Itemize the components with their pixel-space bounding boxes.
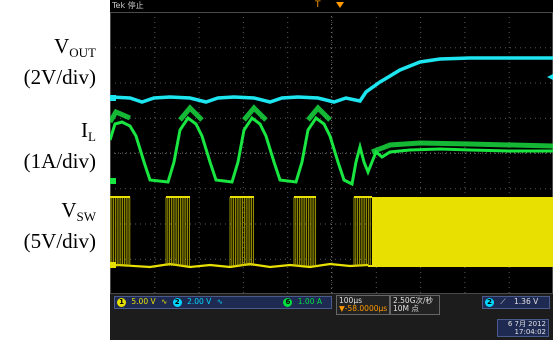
oscilloscope-screen: Tek 停止 T 1 5.00 V ∿ 2 (110, 0, 553, 340)
status-bar: Tek 停止 T (110, 0, 553, 12)
vout-label: VOUT (2V/div) (23, 34, 96, 89)
date: 6 7月 2012 (507, 320, 546, 328)
ch6-ground-marker (110, 178, 116, 184)
trigger-time-marker: T (315, 0, 321, 10)
ch6-scale: 1.00 A (297, 297, 322, 306)
time: 17:04:02 (514, 328, 546, 336)
il-ripple-band (110, 104, 553, 155)
trigger-delay: ▼-58.0000μs (339, 304, 388, 313)
vsw-label: VSW (5V/div) (23, 198, 96, 253)
vsw-baseline (110, 262, 369, 269)
readout-panel: 1 5.00 V ∿ 2 2.00 V ∿ 6 1.00 A 100μs ▼-5… (110, 294, 553, 340)
vout-trace (110, 56, 553, 104)
timebase-readout[interactable]: 100μs ▼-58.0000μs (336, 295, 390, 315)
sample-rate: 2.50G次/秒 (393, 296, 434, 305)
ch6-chip[interactable]: 6 (283, 298, 293, 307)
record-length: 10M 点 (393, 304, 419, 313)
ch2-scale: 2.00 V (187, 297, 212, 306)
acquisition-status: Tek 停止 (112, 1, 144, 10)
ch2-bw-icon: ∿ (216, 297, 223, 306)
sampling-readout[interactable]: 2.50G次/秒 10M 点 (390, 295, 440, 315)
ch1-ground-marker (110, 262, 116, 268)
timebase-scale: 100μs (339, 296, 362, 305)
ground-markers (110, 74, 553, 268)
ch1-bw-icon: ∿ (161, 297, 168, 306)
datetime-readout: 6 7月 2012 17:04:02 (497, 319, 549, 337)
trigger-readout[interactable]: 2 ⟋ 1.36 V (482, 296, 550, 309)
ch2-chip[interactable]: 2 (172, 298, 182, 307)
ch1-chip[interactable]: 1 (117, 298, 126, 307)
waveform-display (110, 12, 553, 294)
vsw-switching-bursts (110, 196, 372, 266)
il-label: IL (1A/div) (23, 118, 96, 173)
ch2-ground-marker (110, 95, 116, 101)
ch1-scale: 5.00 V (131, 297, 156, 306)
trigger-slope-icon: ⟋ (500, 297, 506, 306)
trigger-level: 1.36 V (514, 297, 539, 306)
trigger-position-icon (336, 2, 344, 8)
vsw-high-region (372, 197, 553, 265)
channel-readouts: 1 5.00 V ∿ 2 2.00 V ∿ 6 1.00 A (114, 296, 332, 309)
trace-labels: VOUT (2V/div) IL (1A/div) VSW (5V/div) (0, 0, 110, 340)
il-trace (110, 115, 553, 187)
trigger-source-chip: 2 (485, 298, 494, 307)
vsw-trace (110, 196, 553, 269)
trigger-level-marker (547, 74, 553, 80)
